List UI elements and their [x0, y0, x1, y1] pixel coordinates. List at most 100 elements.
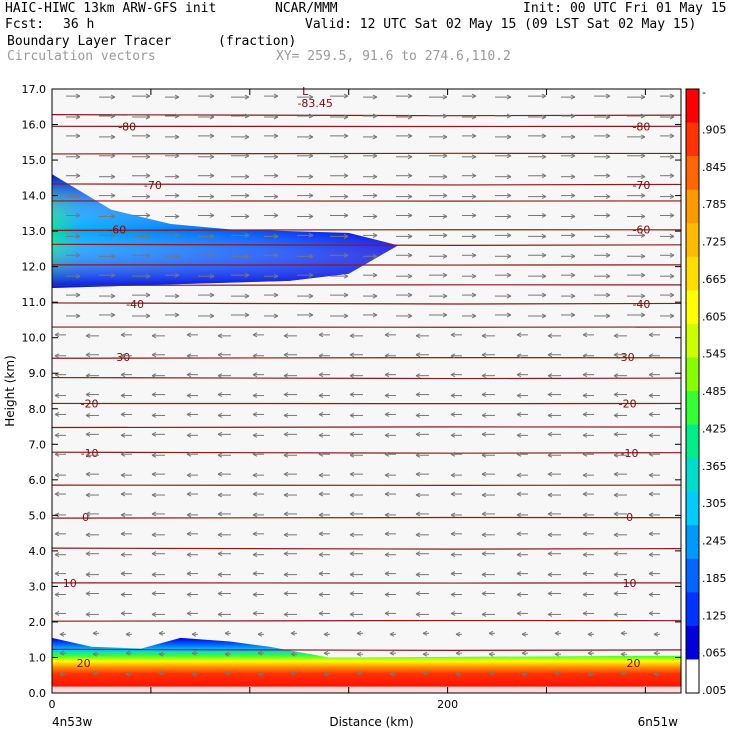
vector-head	[407, 114, 413, 120]
vector-head	[605, 93, 611, 99]
vector-head	[620, 670, 626, 676]
vector-head	[318, 432, 324, 438]
vector-head	[570, 153, 576, 159]
vector-head	[384, 353, 390, 359]
vector-head	[570, 113, 576, 119]
vector-head	[318, 610, 324, 616]
vector-head	[54, 412, 60, 417]
boundary-layer-fill	[52, 637, 681, 693]
vector-head	[54, 451, 60, 457]
vector-head	[372, 113, 378, 119]
vector-head	[158, 670, 164, 676]
vector-head	[308, 153, 314, 159]
vector-head	[283, 431, 289, 437]
vector-head	[372, 312, 378, 318]
vector-head	[442, 193, 448, 199]
vector-head	[415, 591, 421, 596]
vector-head	[481, 352, 487, 358]
vector-head	[85, 572, 91, 578]
colorbar-tick-label: .605	[702, 310, 727, 323]
vector-head	[669, 233, 675, 239]
vector-head	[481, 551, 487, 557]
vector-head	[349, 471, 355, 477]
vector-head	[669, 114, 675, 120]
vector-head	[356, 651, 362, 657]
vector-head	[217, 392, 223, 398]
colorbar-swatch	[686, 592, 699, 627]
vector-head	[85, 431, 91, 437]
circulation-vectors	[54, 93, 675, 677]
vector-head	[415, 572, 421, 578]
vector-head	[318, 353, 324, 359]
vector-head	[85, 352, 91, 358]
vector-head	[407, 292, 413, 298]
vector-head	[75, 292, 81, 298]
vector-head	[613, 431, 619, 437]
vector-head	[273, 213, 279, 218]
vector-head	[283, 471, 289, 477]
vector-head	[217, 373, 223, 379]
vector-head	[372, 193, 378, 199]
vector-head	[85, 471, 91, 477]
vector-head	[318, 372, 324, 378]
vector-head	[252, 353, 258, 359]
colorbar-tick-label: .365	[702, 460, 727, 473]
vector-head	[151, 511, 157, 517]
vector-head	[471, 133, 477, 139]
isotherm-line	[51, 619, 682, 622]
vector-head	[318, 571, 324, 577]
vector-head	[343, 233, 349, 239]
vector-head	[318, 472, 324, 478]
vector-head	[186, 571, 192, 577]
vector-head	[85, 373, 91, 379]
vector-head	[450, 393, 456, 399]
vector-head	[54, 531, 60, 537]
vector-head	[151, 551, 157, 557]
vector-head	[75, 154, 81, 160]
vector-head	[145, 313, 151, 319]
vector-head	[471, 114, 477, 120]
vector-head	[547, 333, 553, 339]
vector-head	[547, 452, 553, 458]
colorbar-swatch	[686, 256, 699, 291]
vector-head	[442, 94, 448, 100]
vector-head	[450, 472, 456, 478]
vector-head	[407, 194, 413, 200]
vector-head	[384, 472, 390, 478]
vector-head	[648, 592, 654, 597]
vector-head	[54, 592, 60, 597]
vector-head	[145, 133, 151, 139]
vector-head	[648, 472, 654, 478]
vector-head	[415, 532, 421, 538]
upper-tracer-layer	[52, 174, 399, 288]
vector-head	[217, 431, 223, 437]
vector-head	[120, 472, 126, 478]
vector-head	[283, 551, 289, 557]
vector-head	[582, 393, 588, 399]
vector-head	[541, 194, 547, 200]
vector-head	[570, 134, 576, 140]
vector-head	[110, 272, 116, 278]
vector-head	[318, 332, 324, 338]
vector-head	[640, 94, 646, 100]
vector-head	[151, 333, 157, 339]
vector-head	[481, 611, 487, 617]
vector-head	[186, 610, 192, 616]
vector-head	[318, 491, 324, 497]
vector-head	[349, 352, 355, 358]
vector-head	[151, 373, 157, 379]
vector-head	[217, 471, 223, 477]
vector-head	[613, 551, 619, 557]
colorbar-swatch	[686, 290, 699, 325]
vector-head	[613, 352, 619, 358]
vector-head	[75, 114, 81, 120]
vector-head	[120, 512, 126, 518]
vector-head	[640, 253, 646, 259]
vector-head	[252, 531, 258, 537]
vector-head	[516, 571, 522, 577]
vector-head	[547, 532, 553, 538]
vector-head	[120, 451, 126, 457]
vector-head	[541, 313, 547, 319]
vector-head	[209, 292, 215, 298]
